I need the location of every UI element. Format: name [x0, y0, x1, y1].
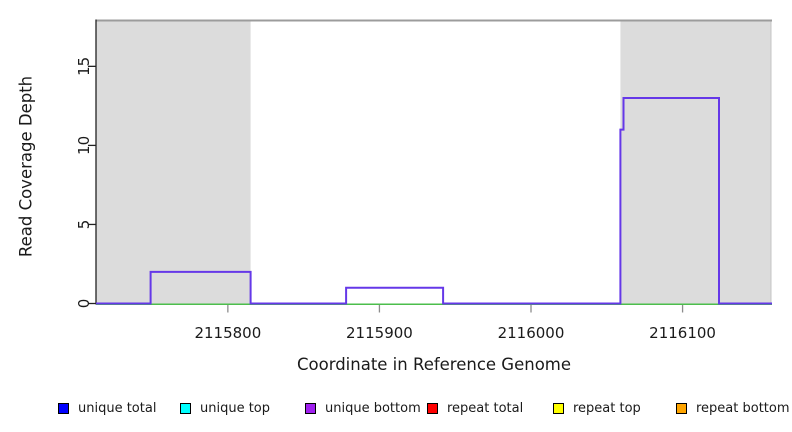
- repeat-top-swatch-icon: [553, 402, 564, 414]
- legend-label: repeat bottom: [696, 400, 790, 416]
- legend-label: unique bottom: [325, 400, 421, 416]
- unique-total-swatch-icon: [58, 402, 69, 414]
- coverage-step-line: [96, 97, 772, 305]
- shaded-region: [620, 21, 771, 304]
- legend: unique total unique top unique bottom re…: [0, 399, 792, 419]
- legend-item-unique-total: unique total: [58, 399, 156, 417]
- y-tick-label: 10: [75, 136, 93, 155]
- x-tick-label: 2116000: [498, 324, 565, 342]
- legend-item-unique-top: unique top: [180, 399, 270, 417]
- legend-item-repeat-total: repeat total: [427, 399, 523, 417]
- plot-area: 0 5 10 15 2115800 2115900 2116000 2116100: [75, 19, 772, 342]
- shaded-region: [96, 21, 251, 304]
- x-tick-label: 2116100: [649, 324, 716, 342]
- legend-label: repeat total: [447, 400, 524, 416]
- legend-label: unique total: [78, 400, 157, 416]
- legend-label: unique top: [200, 400, 271, 416]
- repeat-bottom-swatch-icon: [676, 402, 687, 414]
- legend-item-repeat-bottom: repeat bottom: [676, 399, 790, 417]
- unique-bottom-swatch-icon: [305, 402, 316, 414]
- legend-label: repeat top: [573, 400, 641, 416]
- y-tick-label: 15: [75, 57, 93, 76]
- y-tick-label: 0: [75, 299, 93, 309]
- unique-top-swatch-icon: [180, 402, 191, 414]
- x-tick-label: 2115900: [346, 324, 413, 342]
- legend-item-unique-bottom: unique bottom: [305, 399, 421, 417]
- legend-item-repeat-top: repeat top: [553, 399, 641, 417]
- x-tick-label: 2115800: [194, 324, 261, 342]
- y-axis-title: Read Coverage Depth: [16, 75, 36, 258]
- repeat-total-swatch-icon: [427, 402, 438, 414]
- x-axis-title: Coordinate in Reference Genome: [296, 355, 572, 374]
- y-tick-label: 5: [75, 220, 93, 230]
